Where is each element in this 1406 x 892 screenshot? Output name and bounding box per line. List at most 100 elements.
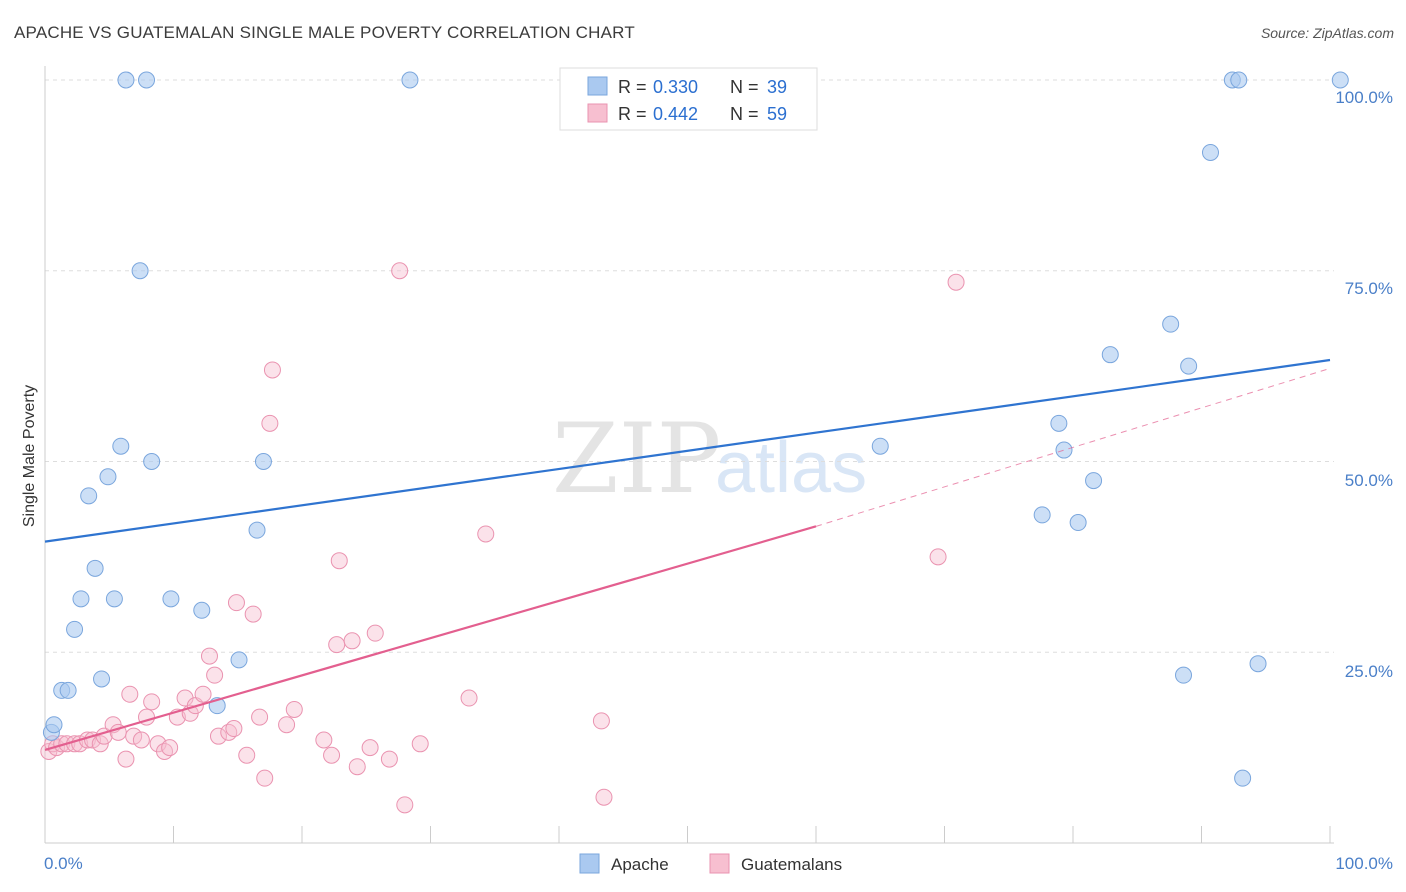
guatemalans-point — [209, 727, 227, 745]
guatemalans-n-label: N = — [730, 104, 759, 124]
apache-point — [1101, 346, 1119, 364]
apache-legend-swatch — [587, 76, 608, 96]
y-tick-label-75: 75.0% — [1345, 279, 1393, 298]
guatemalans-point — [125, 727, 143, 745]
apache-point — [248, 521, 266, 539]
guatemalans-point — [278, 716, 296, 734]
apache-point — [1162, 315, 1180, 333]
guatemalans-point — [117, 750, 135, 768]
apache-n-label: N = — [730, 77, 759, 97]
guatemalans-bottom-label: Guatemalans — [741, 855, 842, 874]
apache-point — [1175, 666, 1193, 684]
y-tick-label-100: 100.0% — [1335, 88, 1393, 107]
guatemalans-point — [121, 685, 139, 703]
apache-point — [1055, 441, 1073, 459]
guatemalans-point — [91, 735, 109, 753]
apache-point — [254, 453, 272, 470]
grid — [45, 79, 1334, 653]
apache-point — [193, 601, 211, 619]
x-tick-label-100: 100.0% — [1335, 854, 1393, 873]
guatemalans-point — [238, 746, 256, 764]
apache-bottom-label: Apache — [611, 855, 669, 874]
guatemalans-point — [929, 548, 947, 566]
series-legend: Apache Guatemalans — [579, 853, 842, 874]
apache-point — [162, 590, 180, 608]
apache-point — [117, 71, 135, 89]
guatemalans-points — [40, 262, 965, 814]
apache-point — [143, 453, 161, 470]
apache-point — [1033, 506, 1051, 524]
guatemalans-r-label: R = — [618, 104, 647, 124]
stats-legend: R = 0.330 N = 39 R = 0.442 N = 59 — [559, 67, 818, 131]
guatemalans-point — [396, 796, 414, 814]
apache-point — [1069, 514, 1087, 532]
apache-point — [99, 468, 117, 486]
guatemalans-point — [200, 647, 218, 665]
apache-trend-line — [44, 358, 1331, 543]
guatemalans-point — [328, 636, 346, 654]
guatemalans-trend-line — [44, 525, 817, 751]
watermark-atlas: atlas — [715, 428, 867, 508]
trend-lines — [44, 358, 1331, 751]
guatemalans-point — [251, 708, 269, 726]
source-label: Source: ZipAtlas.com — [1260, 25, 1394, 41]
guatemalans-point — [143, 693, 161, 711]
apache-r-value: 0.330 — [653, 77, 698, 97]
apache-point — [86, 559, 104, 577]
guatemalans-point — [323, 746, 341, 764]
guatemalans-point — [263, 361, 281, 379]
apache-point — [72, 590, 90, 608]
guatemalans-point — [361, 739, 379, 757]
guatemalans-point — [244, 605, 262, 623]
apache-point — [80, 487, 98, 505]
apache-bottom-swatch — [579, 853, 600, 874]
apache-point — [66, 620, 84, 638]
apache-point — [1331, 71, 1349, 89]
apache-point — [105, 590, 123, 608]
guatemalans-point — [261, 414, 279, 432]
apache-point — [45, 716, 63, 734]
apache-point — [1230, 71, 1248, 89]
y-tick-label-25: 25.0% — [1345, 662, 1393, 681]
apache-point — [230, 651, 248, 669]
apache-point — [59, 681, 77, 699]
guatemalans-point — [343, 632, 361, 650]
guatemalans-trend-extension — [815, 367, 1331, 527]
guatemalans-point — [348, 758, 366, 776]
apache-point — [401, 71, 419, 89]
guatemalans-point — [366, 624, 384, 642]
apache-points — [42, 71, 1349, 787]
guatemalans-point — [411, 735, 429, 753]
y-tick-label-50: 50.0% — [1345, 471, 1393, 490]
apache-point — [1085, 472, 1103, 490]
guatemalans-point — [206, 666, 224, 684]
guatemalans-point — [161, 739, 179, 757]
apache-point — [138, 71, 156, 89]
guatemalans-point — [595, 788, 613, 806]
apache-n-value: 39 — [767, 77, 787, 97]
x-ticks — [44, 826, 1331, 843]
apache-r-label: R = — [618, 77, 647, 97]
guatemalans-n-value: 59 — [767, 104, 787, 124]
axes — [44, 66, 1334, 844]
apache-point — [1234, 769, 1252, 787]
guatemalans-point — [256, 769, 274, 787]
guatemalans-point — [477, 525, 495, 543]
guatemalans-point — [285, 700, 303, 718]
guatemalans-point — [330, 552, 348, 570]
guatemalans-point — [380, 750, 398, 768]
apache-point — [1180, 357, 1198, 375]
guatemalans-point — [194, 685, 212, 703]
apache-point — [871, 437, 889, 455]
guatemalans-point — [947, 273, 965, 291]
guatemalans-point — [225, 720, 243, 738]
x-tick-label-0: 0.0% — [44, 854, 83, 873]
guatemalans-r-value: 0.442 — [653, 104, 698, 124]
apache-point — [131, 262, 149, 280]
guatemalans-point — [132, 731, 150, 749]
apache-point — [1201, 143, 1219, 161]
guatemalans-point — [592, 712, 610, 730]
guatemalans-legend-swatch — [587, 103, 608, 123]
apache-point — [1050, 414, 1068, 432]
